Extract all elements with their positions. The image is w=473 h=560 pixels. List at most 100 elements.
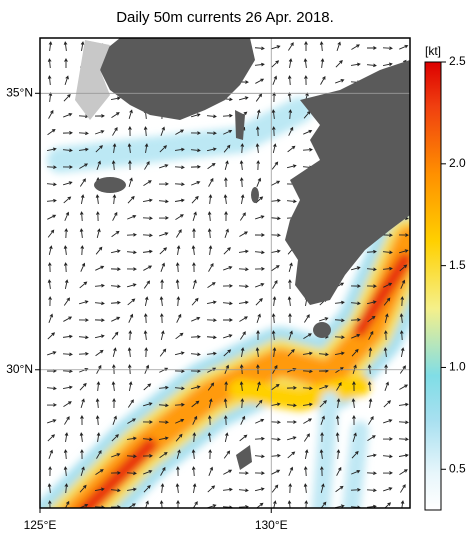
current-arrow (94, 114, 105, 118)
current-arrow (382, 471, 393, 475)
current-arrow (223, 129, 233, 135)
current-arrow (223, 194, 228, 205)
current-arrow (287, 500, 292, 508)
current-arrow (222, 113, 233, 118)
current-arrow (190, 165, 201, 169)
current-arrow (350, 266, 361, 271)
current-arrow (318, 352, 329, 357)
current-arrow (175, 433, 183, 442)
x-tick-label: 125°E (24, 518, 57, 532)
current-arrow (304, 75, 308, 86)
current-arrow (238, 488, 249, 493)
current-arrow (271, 469, 281, 475)
current-arrow (159, 452, 168, 459)
current-arrow (191, 245, 196, 256)
current-arrow (192, 211, 197, 221)
current-arrow (256, 160, 260, 171)
current-arrow (142, 437, 153, 442)
current-arrow (224, 211, 228, 222)
current-arrow (238, 249, 249, 254)
current-arrow (143, 126, 148, 137)
current-arrow (159, 232, 169, 237)
current-arrow (64, 58, 68, 69)
jeju (94, 177, 126, 193)
current-arrow (190, 131, 201, 135)
current-arrow (174, 165, 185, 170)
current-arrow (270, 402, 281, 407)
current-arrow (94, 318, 105, 322)
current-arrow (62, 165, 73, 169)
current-arrow (206, 351, 217, 356)
current-arrow (142, 216, 153, 221)
current-arrow (159, 500, 164, 508)
current-arrow (191, 449, 196, 460)
current-arrow (399, 44, 409, 50)
current-arrow (335, 60, 343, 68)
current-arrow (272, 143, 277, 154)
current-arrow (334, 351, 345, 356)
current-arrow (368, 398, 373, 409)
current-arrow (254, 250, 265, 255)
current-arrow (46, 147, 57, 152)
current-arrow (80, 41, 85, 52)
current-arrow (366, 63, 377, 68)
current-arrow (176, 449, 181, 460)
current-arrow (79, 228, 84, 239)
current-arrow (48, 109, 54, 119)
current-arrow (319, 385, 329, 390)
current-arrow (111, 331, 119, 340)
current-arrow (64, 228, 69, 239)
current-arrow (62, 181, 73, 186)
current-arrow (158, 385, 169, 390)
current-arrow (207, 211, 212, 222)
current-arrow (142, 402, 153, 407)
current-arrow (271, 109, 276, 120)
current-arrow (126, 436, 137, 441)
current-arrow (254, 454, 265, 459)
current-arrow (128, 177, 133, 187)
current-arrow (240, 194, 245, 205)
current-arrow (174, 369, 185, 373)
current-arrow (63, 466, 68, 477)
current-arrow (336, 398, 341, 409)
current-arrow (400, 484, 406, 493)
current-arrow (303, 418, 313, 424)
colorbar (424, 61, 442, 511)
current-arrow (383, 297, 391, 306)
current-arrow (255, 126, 260, 137)
current-arrow (224, 432, 229, 443)
current-arrow (368, 330, 374, 340)
current-arrow (255, 347, 260, 358)
current-arrow (126, 283, 137, 288)
current-arrow (48, 245, 53, 256)
current-arrow (192, 432, 197, 443)
current-arrow (255, 215, 265, 220)
current-arrow (63, 401, 72, 407)
current-arrow (366, 284, 377, 288)
current-arrow (336, 466, 342, 476)
current-arrow (192, 483, 197, 494)
current-arrow (336, 449, 341, 460)
current-arrow (255, 93, 263, 102)
current-arrow (192, 279, 197, 290)
current-arrow (303, 433, 310, 442)
current-arrow (142, 420, 153, 424)
current-arrow (95, 194, 100, 205)
current-arrow (175, 129, 185, 135)
current-arrow (96, 160, 101, 170)
current-arrow (254, 62, 265, 67)
current-arrow (62, 131, 73, 135)
current-arrow (62, 385, 73, 390)
current-arrow (143, 265, 153, 271)
current-arrow (351, 348, 359, 357)
current-arrow (334, 300, 345, 305)
current-arrow (288, 58, 293, 69)
current-arrow (158, 403, 169, 408)
current-arrow (190, 113, 201, 118)
current-arrow (352, 381, 356, 392)
current-arrow (208, 466, 214, 476)
current-arrow (142, 454, 153, 458)
current-arrow (62, 334, 73, 339)
current-arrow (191, 180, 201, 186)
current-arrow (366, 267, 377, 272)
